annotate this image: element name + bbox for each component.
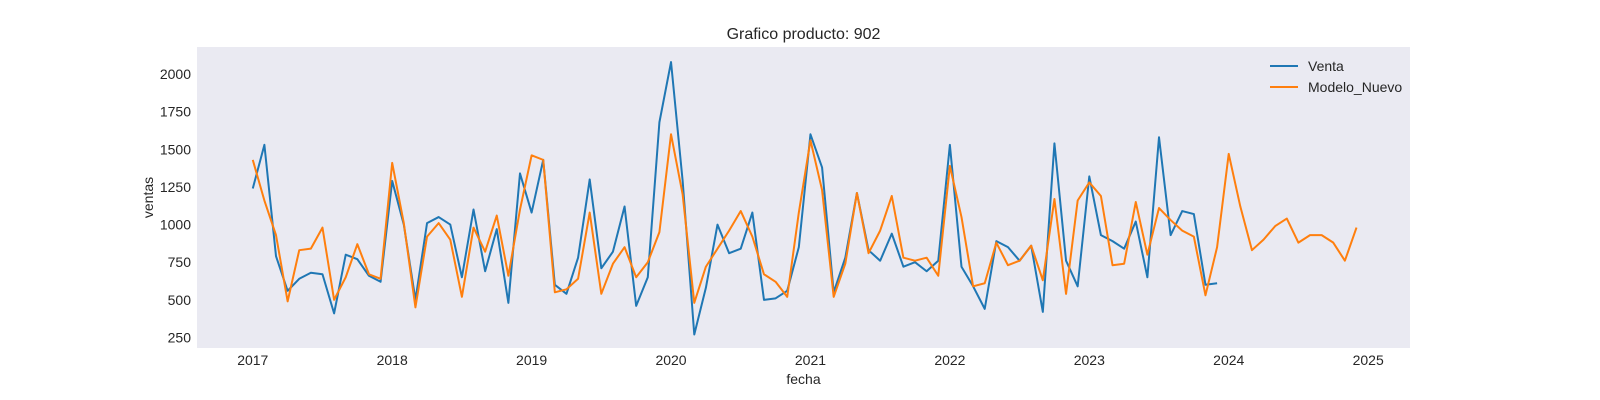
- y-tick-label: 1750: [160, 104, 191, 120]
- x-tick-label: 2022: [934, 352, 965, 368]
- y-axis-ticks: 250 500 750 1000 1250 1500 1750 2000: [160, 66, 191, 345]
- x-tick-label: 2025: [1353, 352, 1384, 368]
- x-axis-label: fecha: [786, 371, 820, 387]
- y-tick-label: 500: [168, 292, 192, 308]
- legend: Venta Modelo_Nuevo: [1270, 58, 1402, 95]
- y-axis-label: ventas: [140, 177, 156, 218]
- series-line-modelo-nuevo: [251, 133, 1358, 309]
- y-tick-label: 750: [168, 254, 192, 270]
- x-tick-label: 2020: [655, 352, 686, 368]
- x-axis-ticks: 2017 2018 2019 2020 2021 2022 2023 2024 2025: [237, 352, 1384, 368]
- series-layer: [251, 61, 1358, 336]
- x-tick-label: 2021: [795, 352, 826, 368]
- y-tick-label: 2000: [160, 66, 191, 82]
- y-tick-label: 1000: [160, 217, 191, 233]
- y-tick-label: 1500: [160, 141, 191, 157]
- x-tick-label: 2024: [1213, 352, 1244, 368]
- x-tick-label: 2023: [1074, 352, 1105, 368]
- x-tick-label: 2018: [377, 352, 408, 368]
- y-tick-label: 1250: [160, 179, 191, 195]
- legend-label: Modelo_Nuevo: [1308, 79, 1402, 95]
- x-tick-label: 2017: [237, 352, 268, 368]
- chart-title: Grafico producto: 902: [727, 26, 881, 43]
- y-tick-label: 250: [168, 329, 192, 345]
- x-tick-label: 2019: [516, 352, 547, 368]
- legend-label: Venta: [1308, 58, 1344, 74]
